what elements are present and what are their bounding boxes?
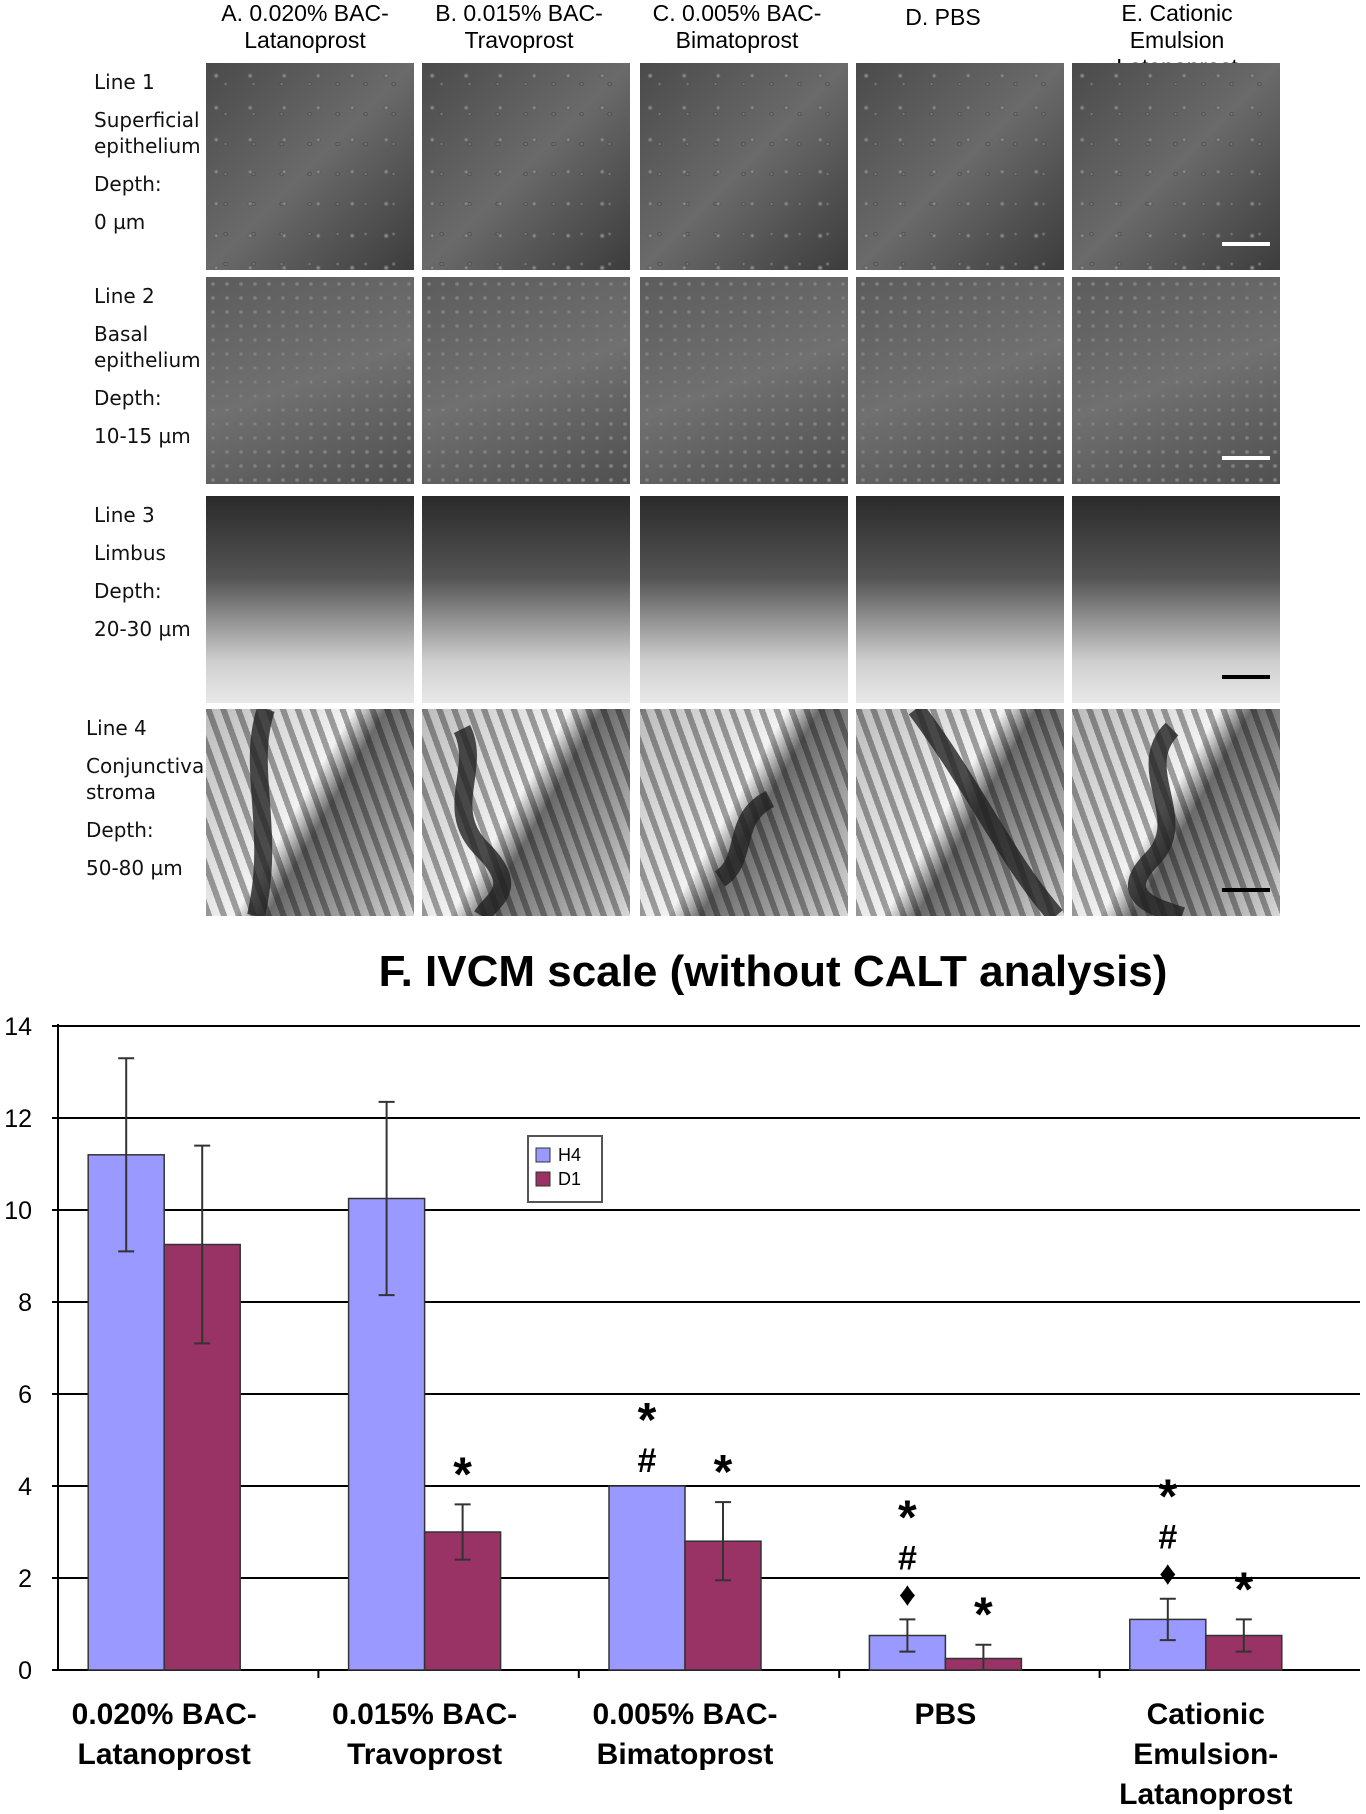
significance-mark-D1-2-0: * — [714, 1446, 733, 1499]
significance-mark-H4-4-1: # — [1158, 1519, 1177, 1557]
significance-mark-H4-4-0: * — [1158, 1471, 1177, 1524]
micrograph-c-line-3 — [640, 496, 848, 703]
significance-mark-D1-3-0: * — [974, 1589, 993, 1642]
micrograph-d-line-3 — [856, 496, 1064, 703]
y-tick-label-8: 8 — [18, 1289, 32, 1317]
micrograph-b-line-4 — [422, 709, 630, 916]
micrograph-a-line-2 — [206, 277, 414, 484]
panel-title-b: B. 0.015% BAC- Travoprost — [435, 0, 603, 53]
scale-bar-line-1 — [1222, 242, 1270, 246]
x-tick-label-1-1: Travoprost — [347, 1738, 502, 1771]
micrograph-e-line-2 — [1072, 277, 1280, 484]
legend-label-D1: D1 — [558, 1169, 581, 1189]
significance-mark-H4-2-0: * — [638, 1394, 657, 1447]
micrograph-d-line-4 — [856, 709, 1064, 916]
y-tick-label-6: 6 — [18, 1381, 32, 1409]
micrograph-c-line-1 — [640, 63, 848, 270]
ivcm-bar-chart: F. IVCM scale (without CALT analysis) 0 2 4… — [4, 947, 1360, 1811]
legend-swatch-D1 — [535, 1171, 551, 1187]
micrograph-a-line-4 — [206, 709, 414, 916]
x-tick-label-2-0: 0.005% BAC- — [592, 1698, 777, 1731]
x-tick-label-3-0: PBS — [915, 1698, 977, 1731]
x-tick-label-2-1: Bimatoprost — [597, 1738, 774, 1771]
micrograph-b-line-2 — [422, 277, 630, 484]
scale-bar-line-4 — [1222, 888, 1270, 892]
y-tick-label-12: 12 — [4, 1105, 32, 1133]
significance-mark-H4-3-1: # — [898, 1539, 917, 1577]
significance-mark-H4-2-1: # — [638, 1442, 657, 1480]
scale-bar-line-3 — [1222, 675, 1270, 679]
x-tick-label-0-1: Latanoprost — [78, 1738, 251, 1771]
micrograph-c-line-4 — [640, 709, 848, 916]
legend-label-H4: H4 — [558, 1145, 581, 1165]
micrograph-b-line-3 — [422, 496, 630, 703]
y-tick-label-4: 4 — [18, 1473, 32, 1501]
y-tick-label-0: 0 — [18, 1657, 32, 1685]
panel-title-a: A. 0.020% BAC- Latanoprost — [221, 0, 389, 53]
micrograph-a-line-1 — [206, 63, 414, 270]
x-tick-label-4-1: Emulsion- — [1133, 1738, 1278, 1771]
y-tick-label-2: 2 — [18, 1565, 32, 1593]
panel-title-c: C. 0.005% BAC- Bimatoprost — [652, 0, 822, 53]
legend-box — [527, 1135, 603, 1203]
micrograph-d-line-2 — [856, 277, 1064, 484]
micrograph-e-line-3 — [1072, 496, 1280, 703]
x-tick-label-0-0: 0.020% BAC- — [72, 1698, 257, 1731]
micrograph-e-line-1 — [1072, 63, 1280, 270]
bar-H4-2 — [608, 1485, 686, 1671]
significance-mark-D1-4-0: * — [1234, 1563, 1253, 1616]
significance-mark-H4-4-2: ♦ — [1159, 1555, 1176, 1593]
chart-title: F. IVCM scale (without CALT analysis) — [379, 947, 1168, 996]
micrograph-b-line-1 — [422, 63, 630, 270]
micrograph-d-line-1 — [856, 63, 1064, 270]
row-label-line-2: Line 2 Basal epithelium Depth: 10-15 µm — [94, 284, 201, 448]
micrograph-e-line-4 — [1072, 709, 1280, 916]
micrograph-c-line-2 — [640, 277, 848, 484]
y-tick-label-10: 10 — [4, 1197, 32, 1225]
panel-title-d: D. PBS — [905, 4, 981, 30]
bar-D1-2 — [684, 1540, 762, 1671]
row-label-line-3: Line 3 Limbus Depth: 20-30 µm — [94, 503, 191, 641]
row-label-line-1: Line 1 Superficial epithelium Depth: 0 µm — [94, 70, 201, 234]
x-tick-label-1-0: 0.015% BAC- — [332, 1698, 517, 1731]
scale-bar-line-2 — [1222, 456, 1270, 460]
row-label-line-4: Line 4 Conjunctival stroma Depth: 50-80 µm — [86, 716, 210, 880]
x-tick-label-4-0: Cationic — [1147, 1698, 1265, 1731]
x-tick-label-4-2: Latanoprost — [1119, 1778, 1292, 1811]
legend-swatch-H4 — [535, 1147, 551, 1163]
significance-mark-H4-3-2: ♦ — [899, 1575, 916, 1613]
micrograph-a-line-3 — [206, 496, 414, 703]
significance-mark-D1-1-0: * — [453, 1448, 472, 1501]
y-tick-label-14: 14 — [4, 1013, 32, 1041]
significance-mark-H4-3-0: * — [898, 1491, 917, 1544]
